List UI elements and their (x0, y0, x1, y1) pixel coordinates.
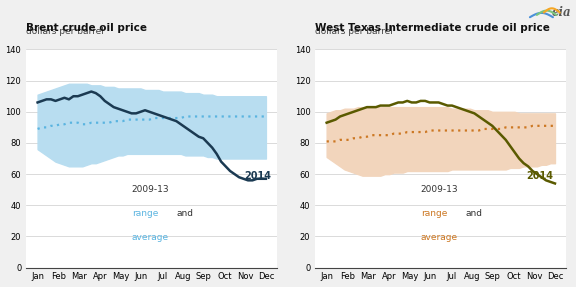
Text: 2009-13: 2009-13 (420, 185, 458, 194)
Text: range: range (420, 209, 447, 218)
Text: eia: eia (552, 6, 571, 19)
Text: 2014: 2014 (245, 171, 272, 181)
Text: and: and (177, 209, 194, 218)
Text: and: and (466, 209, 483, 218)
Text: average: average (420, 233, 458, 242)
Text: West Texas Intermediate crude oil price: West Texas Intermediate crude oil price (315, 24, 550, 34)
Text: dollars per barrel: dollars per barrel (26, 28, 104, 36)
Text: Brent crude oil price: Brent crude oil price (26, 24, 147, 34)
Text: dollars per barrel: dollars per barrel (315, 28, 393, 36)
Text: range: range (132, 209, 158, 218)
Text: average: average (132, 233, 169, 242)
Text: 2014: 2014 (526, 171, 553, 181)
Text: 2009-13: 2009-13 (132, 185, 169, 194)
